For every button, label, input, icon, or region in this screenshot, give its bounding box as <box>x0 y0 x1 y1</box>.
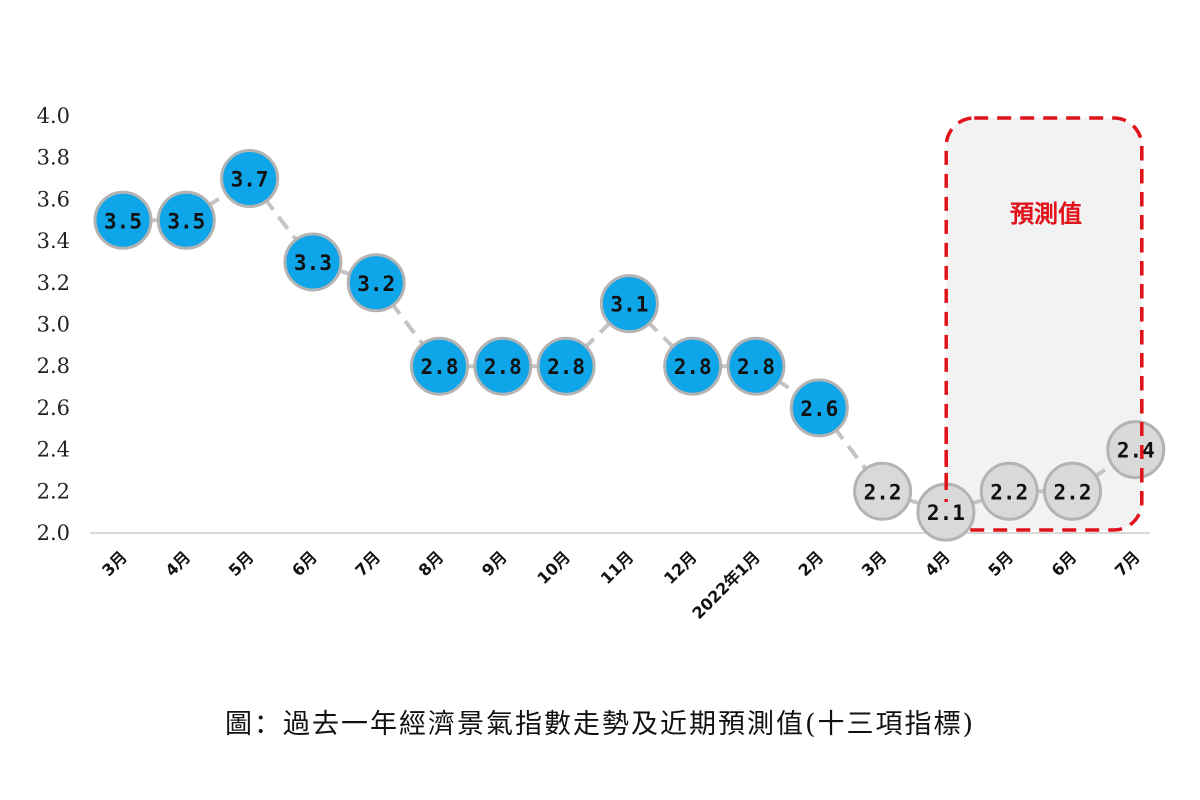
y-tick-label: 2.6 <box>37 396 70 420</box>
data-point-marker <box>599 274 659 334</box>
data-label: 2.2 <box>864 480 902 504</box>
forecast-region-layer: 預測值 <box>944 116 1144 532</box>
x-tick-label: 2月 <box>795 547 828 580</box>
data-point-marker <box>473 336 533 396</box>
data-label: 2.8 <box>737 355 775 379</box>
data-label: 3.5 <box>104 209 142 233</box>
forecast-label: 預測值 <box>1010 200 1082 228</box>
data-label: 3.7 <box>231 168 269 192</box>
x-tick-label: 7月 <box>351 547 384 580</box>
x-tick-label: 3月 <box>98 547 131 580</box>
x-tick-label: 5月 <box>984 547 1017 580</box>
data-point-marker <box>283 232 343 292</box>
data-label: 2.4 <box>1117 439 1155 463</box>
data-point-marker <box>536 336 596 396</box>
x-tick-label: 4月 <box>921 547 954 580</box>
x-tick-label: 10月 <box>533 547 574 588</box>
data-point-marker <box>410 336 469 396</box>
x-tick-label: 11月 <box>597 547 638 588</box>
x-tick-label: 8月 <box>415 547 448 580</box>
x-tick-label: 3月 <box>858 547 891 580</box>
data-point-marker <box>220 149 280 209</box>
data-point-marker <box>346 253 406 313</box>
connector-segment <box>248 177 315 264</box>
data-label: 3.3 <box>294 251 332 275</box>
data-point-marker <box>726 336 786 396</box>
y-tick-label: 2.4 <box>37 438 70 462</box>
data-label: 3.5 <box>167 209 205 233</box>
forecast-point-marker <box>1106 420 1166 480</box>
data-label: 3.1 <box>610 293 648 317</box>
x-tick-label: 7月 <box>1111 547 1144 580</box>
y-tick-label: 3.4 <box>37 229 70 253</box>
data-label: 2.2 <box>1054 480 1092 504</box>
y-tick-label: 4.0 <box>37 104 70 128</box>
x-tick-label: 12月 <box>660 547 701 588</box>
x-tick-label: 5月 <box>225 547 258 580</box>
forecast-box <box>944 116 1144 532</box>
data-label: 3.2 <box>357 272 395 296</box>
y-tick-label: 2.2 <box>37 479 70 503</box>
y-tick-label: 3.0 <box>37 313 70 337</box>
data-point-marker <box>789 378 849 438</box>
x-tick-label: 4月 <box>162 547 195 580</box>
forecast-point-marker <box>853 461 913 521</box>
y-tick-label: 3.8 <box>37 146 70 170</box>
data-label: 2.1 <box>927 501 965 525</box>
data-point-marker <box>156 190 216 250</box>
data-label: 2.6 <box>800 397 838 421</box>
data-label: 2.2 <box>990 480 1028 504</box>
data-label: 2.8 <box>484 355 522 379</box>
data-label: 2.8 <box>674 355 712 379</box>
connector-segment <box>817 406 885 493</box>
y-tick-label: 2.0 <box>37 521 70 545</box>
connector-segment <box>374 281 442 368</box>
data-point-marker <box>93 190 153 250</box>
forecast-point-marker <box>1043 461 1102 521</box>
x-tick-label: 6月 <box>288 547 321 580</box>
x-tick-label: 9月 <box>478 547 511 580</box>
data-label: 2.8 <box>547 355 585 379</box>
y-tick-label: 3.6 <box>37 187 70 211</box>
y-tick-label: 3.2 <box>37 271 70 295</box>
data-label: 2.8 <box>421 355 459 379</box>
y-tick-label: 2.8 <box>37 354 70 378</box>
x-tick-label: 6月 <box>1048 547 1081 580</box>
x-tick-label: 2022年1月 <box>688 547 763 622</box>
points-layer: 3.5 3.5 3.7 3.3 3.2 2.8 2.8 2.8 3.1 2.8 2.8 2.6 2.2 2… <box>93 146 1166 542</box>
forecast-point-marker <box>979 461 1039 521</box>
data-point-marker <box>663 336 723 396</box>
figure-caption: 圖：過去一年經濟景氣指數走勢及近期預測值(十三項指標) <box>224 709 976 740</box>
